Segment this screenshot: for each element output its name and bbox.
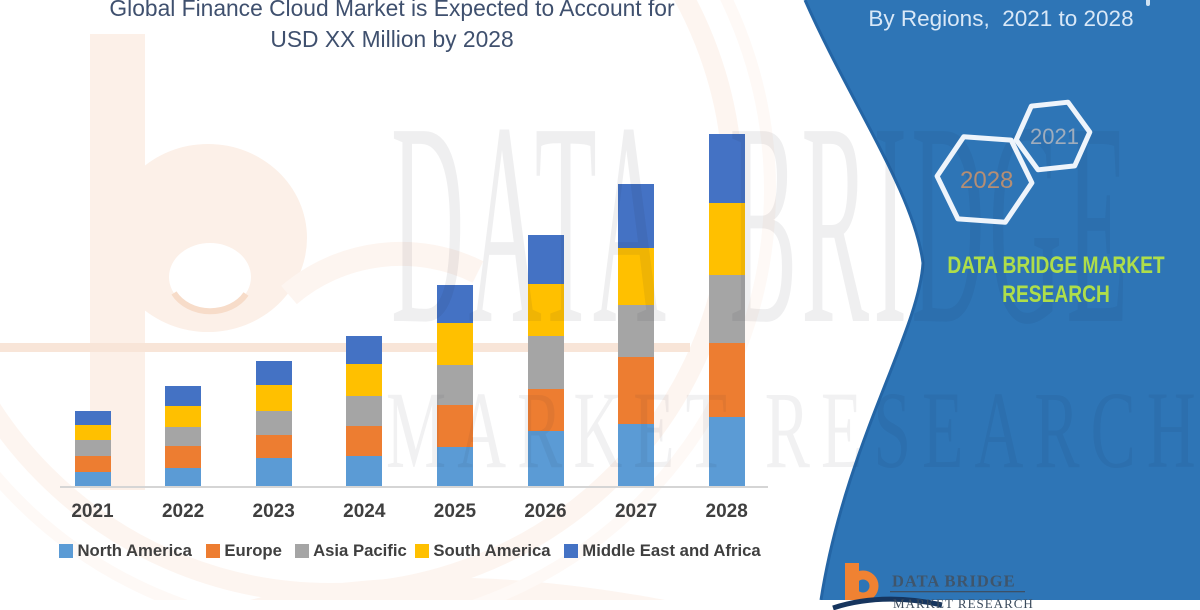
svg-text:MARKET RESEARCH: MARKET RESEARCH xyxy=(893,596,1034,610)
svg-text:DATA BRIDGE: DATA BRIDGE xyxy=(892,572,1016,591)
